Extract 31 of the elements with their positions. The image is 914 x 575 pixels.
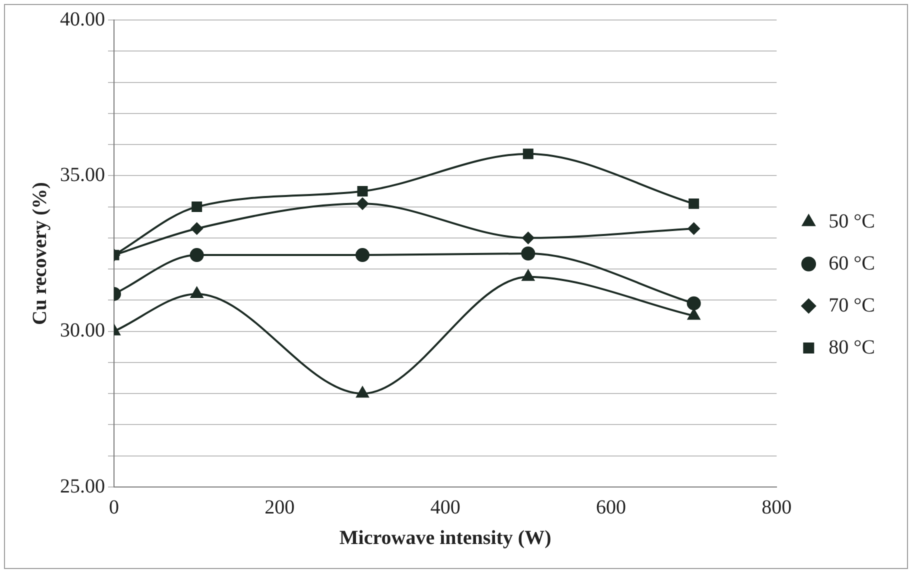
point (688, 198, 700, 209)
point (357, 186, 368, 196)
y-tick-label: 35.00 (60, 164, 105, 186)
legend-label: 80 °C (828, 336, 876, 358)
point (686, 296, 701, 310)
x-tick-label: 800 (762, 496, 792, 518)
point (356, 386, 369, 398)
point (190, 286, 204, 298)
point (521, 246, 536, 260)
x-axis-title: Microwave intensity (W) (339, 527, 552, 550)
legend-label: 70 °C (828, 294, 876, 316)
x-tick-label: 200 (264, 496, 295, 518)
point (522, 148, 534, 160)
y-tick-label: 30.00 (60, 320, 105, 342)
point (522, 232, 534, 244)
point (688, 222, 700, 235)
point (190, 222, 203, 235)
x-tick-label: 0 (109, 496, 119, 518)
point (356, 198, 368, 210)
legend-label: 60 °C (828, 252, 876, 274)
point (192, 202, 202, 212)
point (356, 248, 370, 262)
x-tick-label: 400 (430, 496, 460, 518)
point (688, 308, 700, 320)
y-tick-label: 25.00 (60, 475, 105, 498)
y-tick-label: 40.00 (60, 8, 105, 30)
y-axis-title: Cu recovery (%) (29, 182, 52, 325)
x-tick-label: 600 (596, 496, 626, 518)
point (190, 248, 204, 262)
legend-label: 50 °C (828, 210, 876, 232)
point (522, 270, 534, 281)
